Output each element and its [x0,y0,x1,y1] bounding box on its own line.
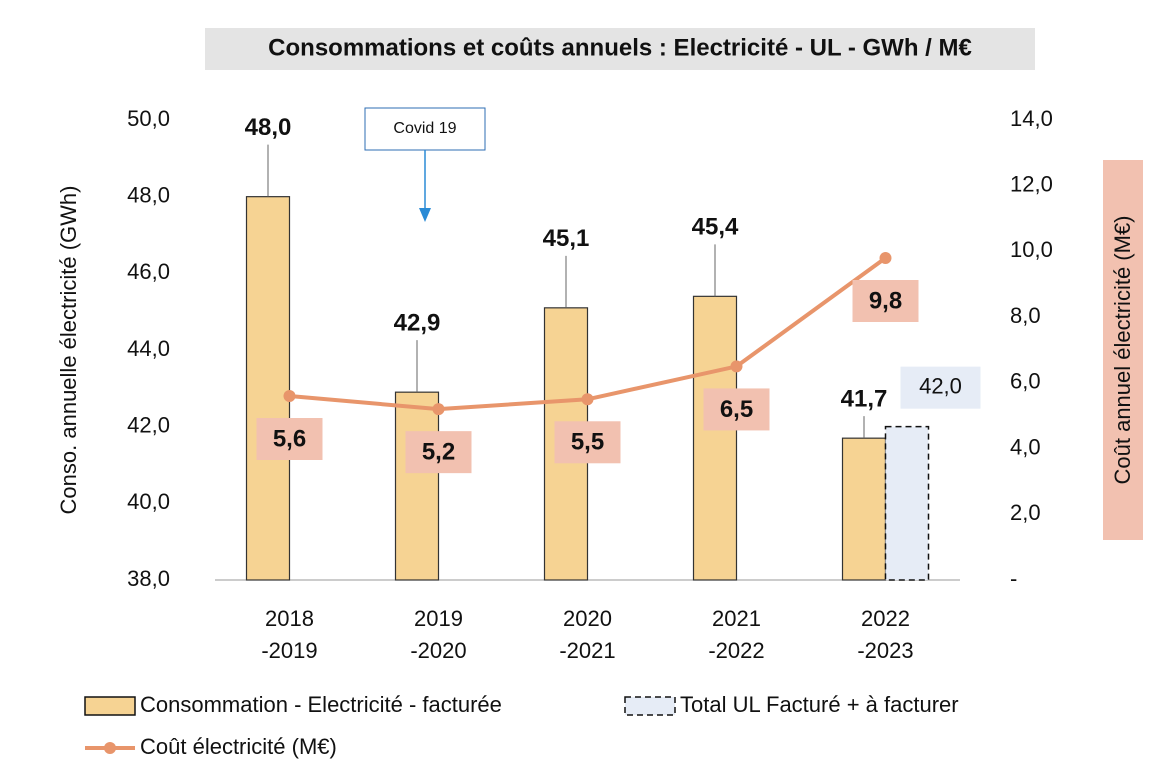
x-tick-line: -2021 [559,638,615,663]
point [581,393,594,406]
point [283,390,296,402]
x-tick-label: 2022 -2023 [857,606,913,663]
y-tick-label: 50,0 [127,106,170,131]
x-tick-line: -2022 [708,638,764,663]
annotation: Covid 19 [393,120,456,137]
bar [841,437,887,581]
x-tick-line: 2018 [265,606,314,631]
data-label-background [256,418,323,460]
x-tick-line: 2020 [563,606,612,631]
dashed-bar [884,425,930,581]
y2-tick-label: 6,0 [1010,369,1041,394]
y2-tick-label: 4,0 [1010,434,1041,459]
data-label: 45,1 [543,225,590,252]
y-tick-label: 42,0 [127,412,170,437]
bar [245,196,291,581]
data-label: 5,5 [571,429,604,456]
y2-tick-label: 10,0 [1010,237,1053,262]
data-label: 6,5 [720,396,753,423]
legend-swatch [624,696,676,716]
legend-label: Consommation - Electricité - facturée [140,692,502,717]
point [432,403,445,416]
y-tick-label: 38,0 [127,566,170,591]
annotation-arrowhead [419,208,431,222]
x-tick-label: 2021 -2022 [708,606,764,663]
data-label: 42,0 [919,373,962,398]
data-label: 9,8 [869,287,902,314]
data-label: 48,0 [245,114,292,141]
x-tick-label: 2020 -2021 [559,606,615,663]
x-tick-line: -2023 [857,638,913,663]
x-tick-line: 2022 [861,606,910,631]
point [730,360,743,373]
x-tick-line: -2020 [410,638,466,663]
x-tick-label: 2019 -2020 [410,606,466,663]
data-label: 42,9 [394,310,441,337]
chart-title: Consommations et coûts annuels : Electri… [268,34,972,61]
point [879,252,892,264]
data-label: 41,7 [841,386,888,413]
y2-tick-label: 12,0 [1010,172,1053,197]
data-label: 5,6 [273,425,306,452]
x-tick-line: -2019 [261,638,317,663]
y2-tick-label: 14,0 [1010,106,1053,131]
y-tick-label: 40,0 [127,489,170,514]
data-label-background [852,280,919,322]
data-label-background [703,388,770,431]
y2-tick-label: - [1010,566,1017,591]
data-label-background [405,431,472,474]
data-label: 45,4 [692,214,739,241]
y2-axis-label: Coût annuel électricité (M€) [1110,215,1135,484]
y-tick-label: 48,0 [127,182,170,207]
bar [394,391,440,581]
bar [692,295,738,581]
data-label: 5,2 [422,438,455,465]
y2-label-background [1103,160,1143,540]
y-tick-label: 46,0 [127,259,170,284]
legend-label: Total UL Facturé + à facturer [680,692,959,717]
data-label-background [900,366,981,409]
legend-swatch [84,696,136,716]
title-background [205,28,1035,70]
y-tick-label: 44,0 [127,336,170,361]
x-tick-label: 2018 -2019 [261,606,317,663]
legend-label: Coût électricité (M€) [140,734,337,759]
x-tick-line: 2021 [712,606,761,631]
y-axis-label: Conso. annuelle électricité (GWh) [56,186,81,515]
y2-tick-label: 2,0 [1010,500,1041,525]
legend-marker [104,742,116,754]
y2-tick-label: 8,0 [1010,303,1041,328]
x-tick-line: 2019 [414,606,463,631]
data-label-background [554,421,621,464]
